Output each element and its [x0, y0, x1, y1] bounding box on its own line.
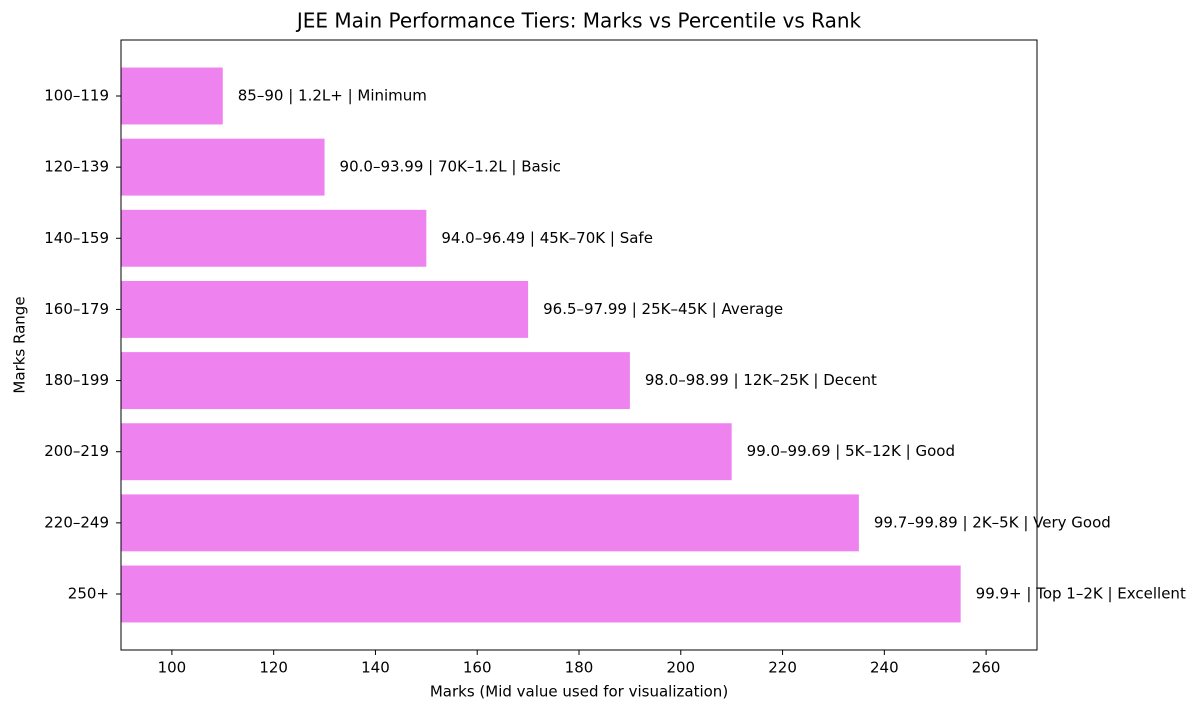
- y-tick-label: 120–139: [44, 158, 109, 176]
- y-tick-label: 160–179: [44, 300, 109, 318]
- x-tick-label: 160: [463, 659, 492, 677]
- bar: [121, 138, 325, 196]
- x-tick-label: 180: [565, 659, 594, 677]
- bar: [121, 280, 529, 338]
- x-axis-label: Marks (Mid value used for visualization): [430, 683, 728, 701]
- y-tick-label: 140–159: [44, 229, 109, 247]
- bar-annotation: 90.0–93.99 | 70K–1.2L | Basic: [340, 158, 561, 176]
- y-axis-label: Marks Range: [11, 296, 29, 393]
- x-tick-label: 220: [768, 659, 797, 677]
- bar-annotation: 85–90 | 1.2L+ | Minimum: [238, 86, 427, 104]
- bar-annotation: 96.5–97.99 | 25K–45K | Average: [543, 300, 783, 318]
- bar-annotation: 99.9+ | Top 1–2K | Excellent: [976, 585, 1186, 603]
- x-tick-label: 200: [666, 659, 695, 677]
- chart-title: JEE Main Performance Tiers: Marks vs Per…: [295, 9, 862, 33]
- y-tick-label: 180–199: [44, 371, 109, 389]
- bar: [121, 423, 732, 481]
- bar: [121, 565, 961, 623]
- y-tick-label: 100–119: [44, 86, 109, 104]
- x-tick-label: 100: [158, 659, 187, 677]
- y-tick-label: 250+: [68, 585, 109, 603]
- x-tick-label: 140: [361, 659, 390, 677]
- bar: [121, 209, 427, 267]
- bar: [121, 67, 223, 125]
- y-tick-label: 200–219: [44, 442, 109, 460]
- x-tick-label: 260: [972, 659, 1001, 677]
- bar: [121, 494, 859, 552]
- x-tick-label: 240: [870, 659, 899, 677]
- bar-annotation: 99.7–99.89 | 2K–5K | Very Good: [874, 513, 1111, 531]
- x-tick-label: 120: [259, 659, 288, 677]
- y-tick-label: 220–249: [44, 513, 109, 531]
- bar-annotation: 98.0–98.99 | 12K–25K | Decent: [645, 371, 877, 389]
- bar-annotation: 99.0–99.69 | 5K–12K | Good: [747, 442, 955, 460]
- bar-annotation: 94.0–96.49 | 45K–70K | Safe: [441, 229, 653, 247]
- plot-frame: [120, 39, 1038, 651]
- bar: [121, 352, 630, 410]
